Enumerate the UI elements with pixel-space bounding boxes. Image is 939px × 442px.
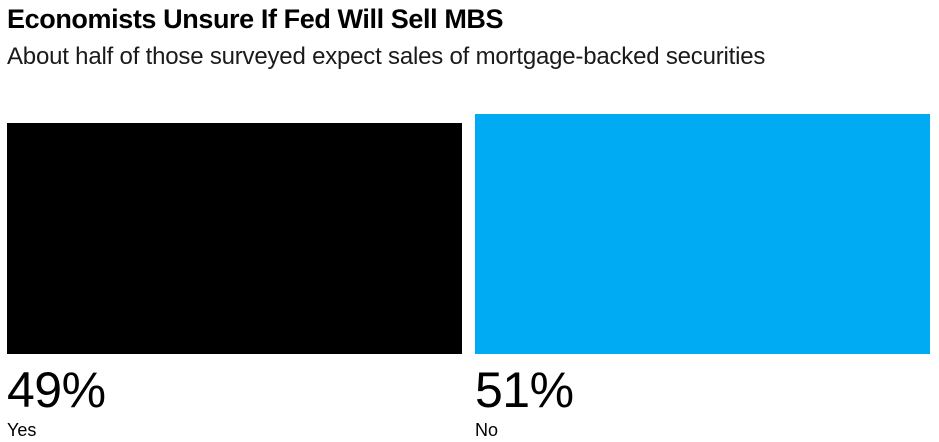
bar-no (475, 113, 930, 354)
chart-title: Economists Unsure If Fed Will Sell MBS (7, 4, 504, 34)
value-label-no: 51% (475, 361, 574, 418)
bar-group-no: 51% No (475, 113, 930, 440)
chart-subtitle: About half of those surveyed expect sale… (7, 42, 766, 70)
bar-area-no (475, 113, 930, 354)
category-label-no: No (475, 419, 499, 440)
value-label-yes: 49% (7, 361, 106, 418)
bar-chart: 49% Yes 51% No (7, 113, 930, 440)
chart-header: Economists Unsure If Fed Will Sell MBS A… (7, 4, 930, 72)
category-label-yes: Yes (7, 419, 37, 440)
bar-area-yes (7, 114, 462, 354)
bar-group-yes: 49% Yes (7, 114, 462, 439)
bar-yes (7, 122, 462, 354)
